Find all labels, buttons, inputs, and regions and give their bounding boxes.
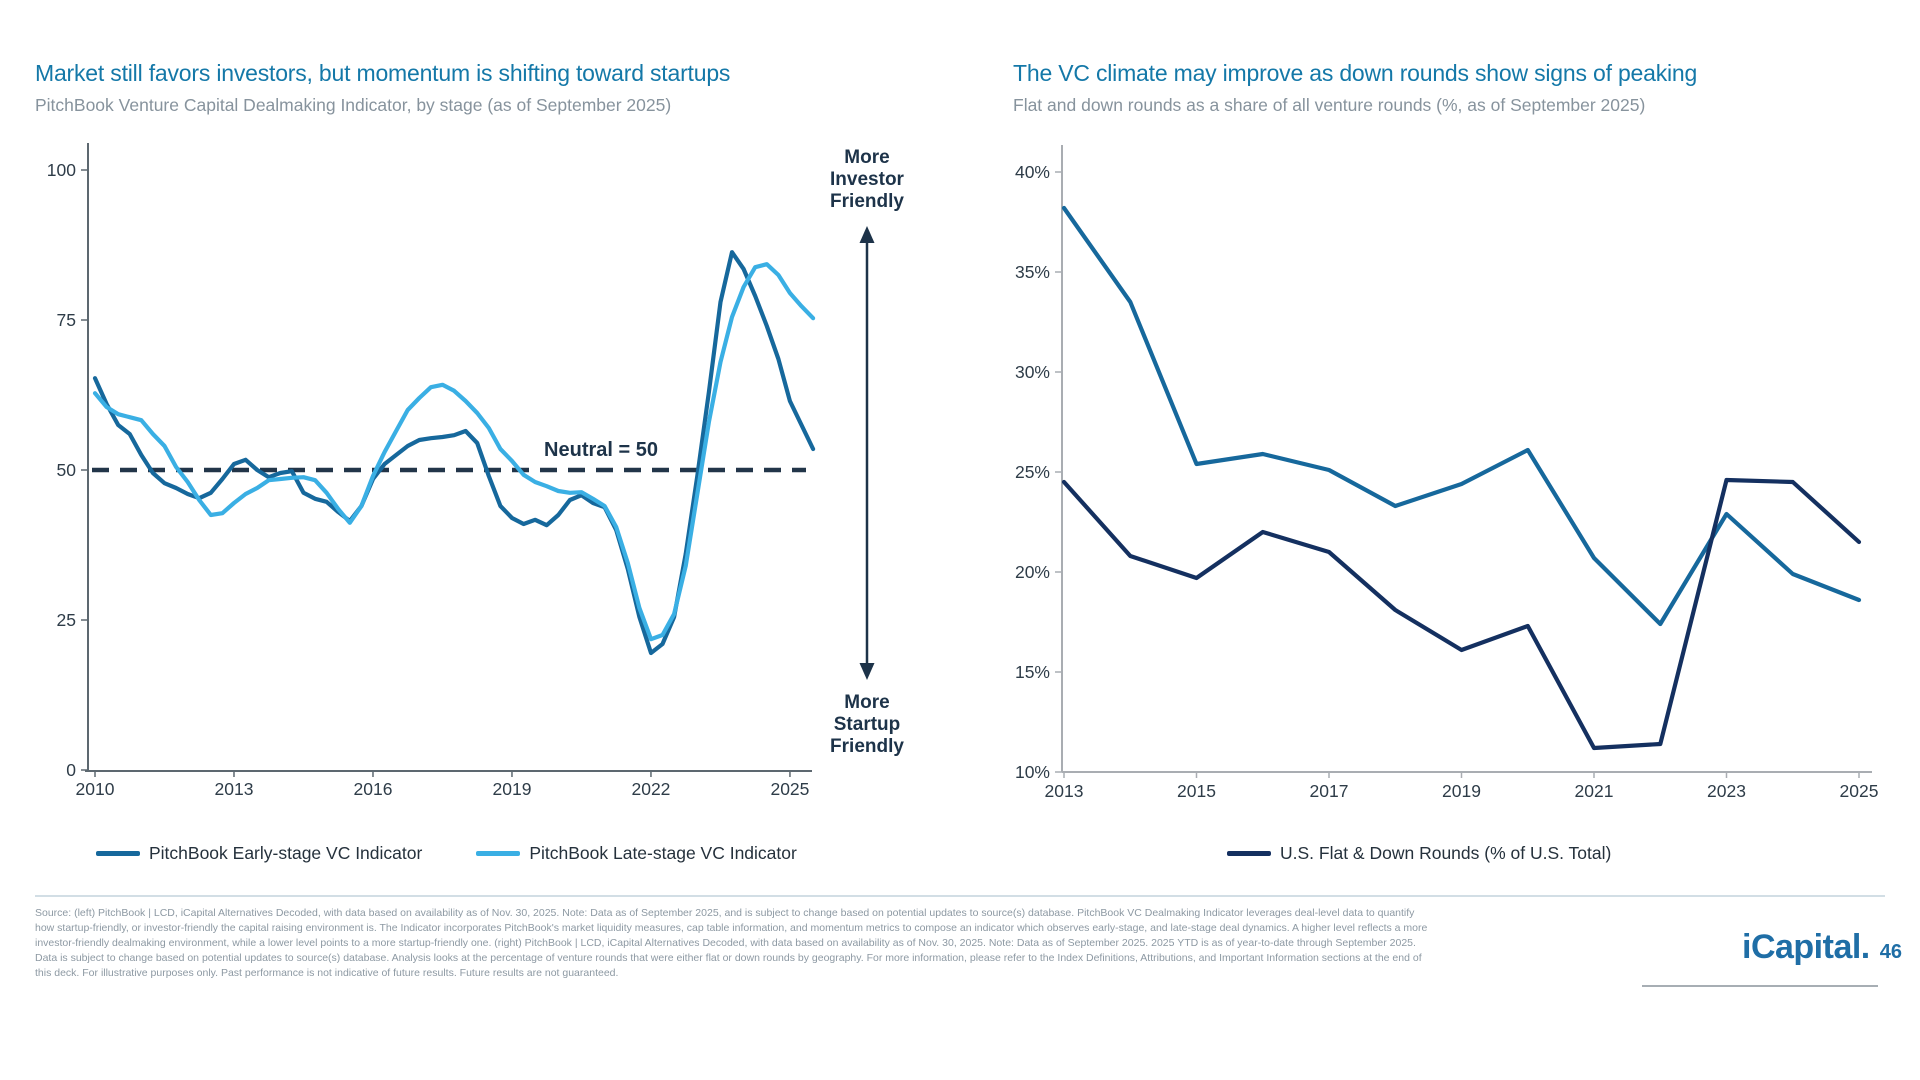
y-tick-label: 30% xyxy=(1015,362,1050,382)
unlabeled-blue-line xyxy=(1061,205,1862,627)
x-tick-label: 2025 xyxy=(770,779,809,799)
source-note-line: how startup-friendly, or investor-friend… xyxy=(35,922,1428,934)
y-tick-label: 0 xyxy=(66,760,76,780)
x-tick-label: 2019 xyxy=(493,779,532,799)
source-note: Source: (left) PitchBook | LCD, iCapital… xyxy=(35,906,1427,981)
x-tick-label: 2019 xyxy=(1442,781,1481,801)
left-legend: PitchBook Early-stage VC Indicator Pitch… xyxy=(96,843,851,864)
y-tick-label: 50 xyxy=(57,460,77,480)
x-tick-label: 2016 xyxy=(354,779,393,799)
x-tick-label: 2013 xyxy=(215,779,254,799)
early-stage-swatch xyxy=(96,851,140,856)
y-tick-label: 40% xyxy=(1015,162,1050,182)
x-tick-label: 2017 xyxy=(1310,781,1349,801)
icapital-wordmark: iCapital. xyxy=(1742,928,1870,966)
x-tick-label: 2025 xyxy=(1840,781,1879,801)
x-tick-label: 2023 xyxy=(1707,781,1746,801)
footer-divider xyxy=(35,895,1885,897)
source-note-line: investor-friendly dealmaking environment… xyxy=(35,937,1416,949)
us-flat-down-swatch xyxy=(1227,851,1271,856)
right-legend: U.S. Flat & Down Rounds (% of U.S. Total… xyxy=(1227,843,1665,864)
y-tick-label: 35% xyxy=(1015,262,1050,282)
us-flat-down-legend-label: U.S. Flat & Down Rounds (% of U.S. Total… xyxy=(1280,843,1612,863)
y-tick-label: 20% xyxy=(1015,562,1050,582)
late-stage-line xyxy=(92,262,816,642)
y-tick-label: 100 xyxy=(47,160,76,180)
x-tick-label: 2013 xyxy=(1045,781,1084,801)
more-startup-friendly-label: More Startup Friendly xyxy=(830,692,904,757)
more-investor-friendly-label: More Investor Friendly xyxy=(830,147,904,212)
y-tick-label: 15% xyxy=(1015,662,1050,682)
arrow-down-icon xyxy=(859,663,875,680)
legend-item-late-stage: PitchBook Late-stage VC Indicator xyxy=(476,843,797,864)
y-tick-label: 25 xyxy=(57,610,76,630)
y-tick-label: 25% xyxy=(1015,462,1050,482)
left-chart-subtitle: PitchBook Venture Capital Dealmaking Ind… xyxy=(35,95,672,115)
icapital-logo: iCapital. 46 xyxy=(1742,928,1902,967)
neutral-label: Neutral = 50 xyxy=(544,439,658,461)
late-stage-legend-label: PitchBook Late-stage VC Indicator xyxy=(529,843,797,863)
page-number: 46 xyxy=(1879,941,1902,963)
y-tick-label: 10% xyxy=(1015,762,1050,782)
us-flat-down-line xyxy=(1061,477,1862,751)
legend-item-us-flat-down: U.S. Flat & Down Rounds (% of U.S. Total… xyxy=(1227,843,1611,864)
source-note-line: this deck. For illustrative purposes onl… xyxy=(35,967,619,979)
right-chart-subtitle: Flat and down rounds as a share of all v… xyxy=(1013,95,1646,115)
early-stage-legend-label: PitchBook Early-stage VC Indicator xyxy=(149,843,423,863)
arrow-up-icon xyxy=(859,226,875,243)
x-tick-label: 2010 xyxy=(76,779,115,799)
x-tick-label: 2021 xyxy=(1575,781,1614,801)
late-stage-swatch xyxy=(476,851,521,856)
legend-item-early-stage: PitchBook Early-stage VC Indicator xyxy=(96,843,422,864)
y-tick-label: 75 xyxy=(57,310,76,330)
early-stage-line xyxy=(92,250,816,656)
right-chart-title: The VC climate may improve as down round… xyxy=(1013,60,1698,86)
logo-underline xyxy=(1642,985,1878,987)
source-note-line: Data is subject to change based on poten… xyxy=(35,952,1422,964)
left-chart-title: Market still favors investors, but momen… xyxy=(35,60,731,86)
x-tick-label: 2015 xyxy=(1177,781,1216,801)
right-chart-plot: 40% 35% 30% 25% 20% 15% 10%2013 2015 2017 2019 202… xyxy=(1015,162,1879,801)
x-tick-label: 2022 xyxy=(631,779,670,799)
source-note-line: Source: (left) PitchBook | LCD, iCapital… xyxy=(35,907,1415,919)
